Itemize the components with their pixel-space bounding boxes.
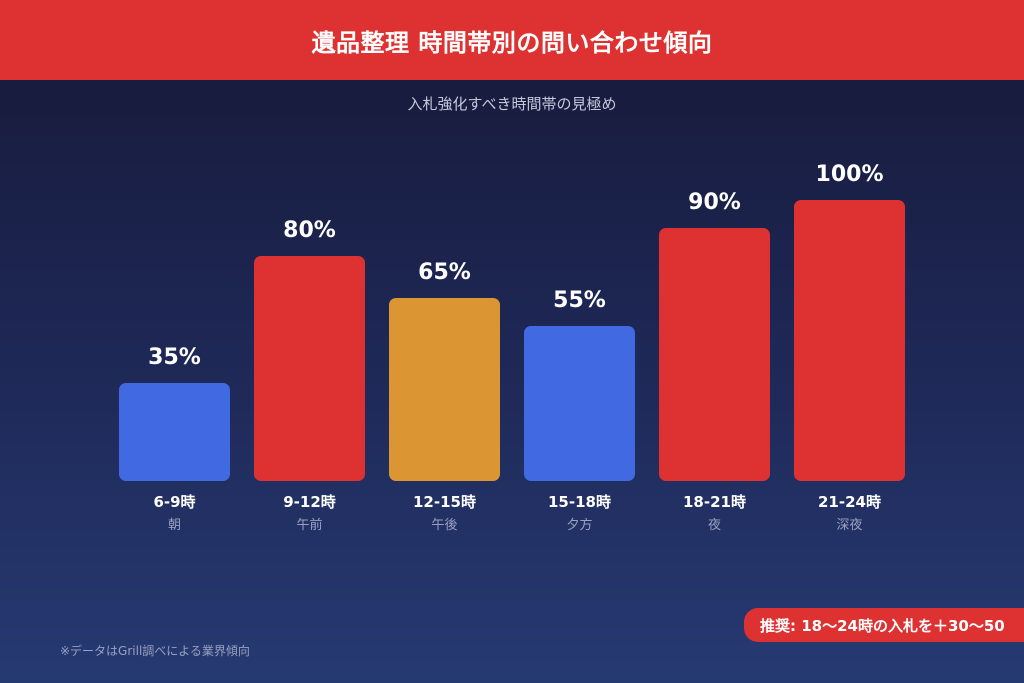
bar xyxy=(524,326,635,481)
category-label: 6-9時 xyxy=(153,493,196,511)
bar xyxy=(119,383,230,481)
bar xyxy=(254,256,365,481)
category-sublabel: 朝 xyxy=(167,518,181,533)
bar-value-label: 90% xyxy=(688,190,741,215)
recommendation-badge: 推奨: 18〜24時の入札を＋30〜50 xyxy=(744,608,1024,642)
bar-value-label: 100% xyxy=(815,162,884,187)
category-sublabel: 夕方 xyxy=(566,518,593,533)
category-label: 15-18時 xyxy=(548,493,611,511)
bar xyxy=(659,228,770,481)
bar xyxy=(794,200,905,481)
page-title: 遺品整理 時間帯別の問い合わせ傾向 xyxy=(311,28,713,57)
title-banner: 遺品整理 時間帯別の問い合わせ傾向 xyxy=(0,0,1024,80)
bar-value-label: 35% xyxy=(148,345,201,370)
footnote: ※データはGrill調べによる業界傾向 xyxy=(60,644,250,658)
category-sublabel: 深夜 xyxy=(836,518,863,533)
category-sublabel: 午前 xyxy=(296,518,323,533)
bar xyxy=(389,298,500,481)
bar-value-label: 55% xyxy=(553,288,606,313)
category-label: 12-15時 xyxy=(413,493,476,511)
bar-value-label: 65% xyxy=(418,260,471,285)
category-sublabel: 夜 xyxy=(707,518,721,533)
category-label: 9-12時 xyxy=(283,493,336,511)
category-label: 21-24時 xyxy=(818,493,881,511)
chart-subtitle: 入札強化すべき時間帯の見極め xyxy=(407,95,617,113)
category-sublabel: 午後 xyxy=(431,518,458,533)
category-label: 18-21時 xyxy=(683,493,746,511)
bar-value-label: 80% xyxy=(283,218,336,243)
